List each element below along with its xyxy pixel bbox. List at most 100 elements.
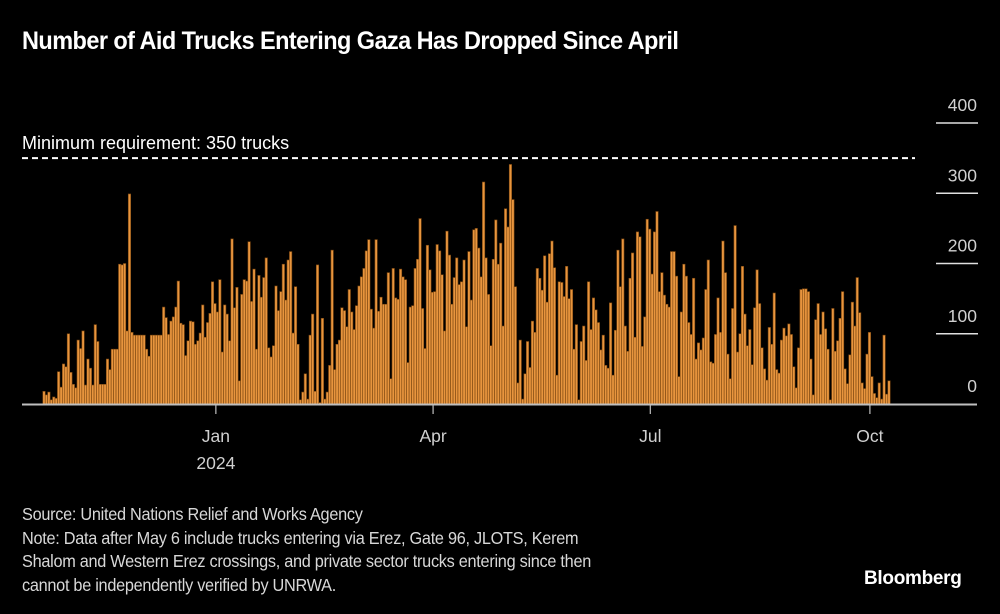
bar — [215, 311, 219, 405]
bar — [425, 244, 429, 405]
bar — [755, 269, 759, 405]
bar — [645, 218, 649, 405]
bar — [86, 358, 90, 405]
bar — [677, 376, 681, 405]
bar — [98, 384, 102, 405]
bar — [621, 238, 625, 405]
bar — [123, 263, 127, 405]
bar — [821, 311, 825, 405]
bar — [254, 348, 258, 405]
bar — [291, 332, 295, 405]
bar — [379, 296, 383, 405]
bar — [208, 313, 212, 405]
x-tick-label: Jan — [202, 426, 230, 446]
bar — [753, 307, 757, 405]
bar — [543, 255, 547, 405]
bar — [560, 282, 564, 405]
bar — [381, 303, 385, 405]
bar — [596, 322, 600, 405]
bar — [337, 339, 342, 405]
bar — [816, 303, 820, 405]
bar — [284, 299, 288, 405]
y-tick-label: 100 — [948, 306, 977, 326]
bar — [357, 285, 361, 405]
bar — [853, 325, 857, 405]
bar — [298, 399, 302, 405]
bar — [670, 251, 674, 405]
bar — [526, 341, 530, 405]
note-line: Note: Data after May 6 include trucks en… — [22, 527, 579, 548]
bar — [477, 247, 481, 405]
bar — [240, 294, 244, 405]
bar — [340, 307, 344, 405]
bar — [848, 354, 852, 405]
bar — [692, 277, 696, 405]
bar — [518, 339, 522, 405]
bar — [347, 289, 351, 405]
bar — [457, 284, 461, 405]
bar — [296, 343, 300, 405]
bar — [594, 309, 598, 405]
bar — [472, 229, 476, 405]
bar — [733, 225, 737, 405]
bar — [232, 307, 237, 405]
bar — [281, 263, 285, 405]
bar — [440, 274, 444, 405]
bar — [230, 238, 234, 405]
bar — [626, 351, 630, 405]
bar — [714, 334, 718, 405]
bar — [628, 277, 632, 405]
bar — [110, 348, 114, 405]
bar — [726, 353, 730, 405]
chart-title: Number of Aid Trucks Entering Gaza Has D… — [22, 27, 679, 55]
bar — [193, 343, 197, 405]
bar — [130, 332, 134, 405]
bar-series — [42, 164, 891, 405]
bar — [494, 219, 498, 405]
bar — [328, 365, 332, 405]
bar — [709, 361, 713, 405]
bar — [257, 275, 261, 405]
bar — [421, 308, 425, 405]
bar — [418, 218, 422, 405]
bar — [689, 334, 693, 405]
bar — [203, 336, 207, 405]
bar — [252, 268, 256, 405]
bar — [650, 273, 654, 405]
bar — [127, 193, 131, 405]
bar — [548, 253, 552, 405]
x-tick-label: Oct — [856, 426, 883, 446]
bar — [435, 244, 439, 405]
bar — [455, 257, 459, 405]
bar — [506, 226, 510, 405]
bar — [508, 164, 512, 405]
bar — [311, 313, 315, 405]
bar — [84, 384, 88, 405]
bar — [704, 289, 708, 405]
note-line: Shalom and Western Erez crossings, and p… — [22, 551, 592, 571]
bar — [872, 393, 876, 405]
bar — [272, 345, 276, 405]
note-line: cannot be independently verified by UNRW… — [22, 574, 336, 595]
bar — [665, 303, 669, 405]
bar — [579, 341, 583, 405]
bar — [814, 319, 818, 405]
bar — [66, 333, 70, 405]
bar — [149, 334, 153, 405]
bar — [103, 384, 107, 405]
bar — [843, 368, 847, 405]
bar — [841, 291, 845, 405]
bar — [286, 259, 290, 405]
bar — [374, 239, 378, 405]
bar — [613, 329, 617, 405]
bar — [355, 305, 359, 405]
bar — [723, 272, 727, 405]
bar — [79, 348, 83, 405]
bar — [315, 264, 320, 405]
y-tick-label: 0 — [967, 376, 977, 396]
bar — [838, 317, 842, 405]
bar — [653, 231, 657, 405]
bar — [589, 329, 593, 405]
bar — [718, 332, 723, 405]
bloomberg-logo: Bloomberg — [864, 568, 962, 589]
